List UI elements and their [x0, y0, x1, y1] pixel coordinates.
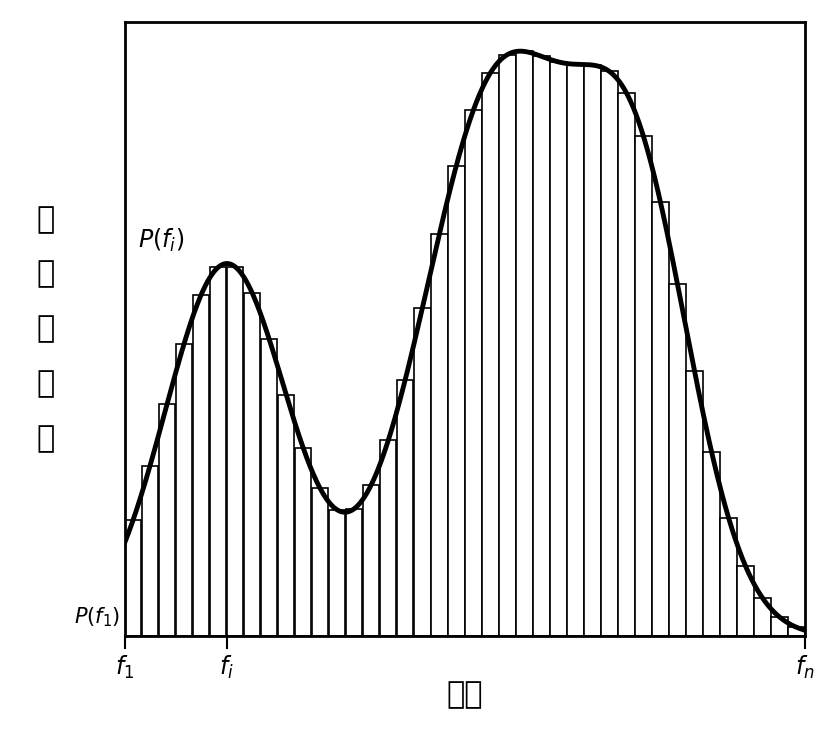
Bar: [295, 448, 311, 636]
Bar: [329, 510, 345, 636]
Bar: [227, 267, 243, 636]
Bar: [414, 308, 431, 636]
Text: $f_n$: $f_n$: [795, 654, 815, 681]
Bar: [261, 339, 277, 636]
Bar: [703, 452, 720, 636]
Bar: [448, 166, 465, 636]
Bar: [567, 64, 583, 636]
Bar: [618, 93, 635, 636]
Bar: [635, 136, 652, 636]
Bar: [686, 371, 703, 636]
Bar: [720, 518, 737, 636]
Bar: [210, 268, 227, 636]
Text: $f_i$: $f_i$: [219, 654, 234, 681]
Bar: [142, 466, 159, 636]
Text: 谱: 谱: [37, 424, 55, 453]
Bar: [193, 295, 209, 636]
Bar: [788, 627, 805, 636]
Bar: [669, 284, 686, 636]
Bar: [431, 235, 447, 636]
Bar: [754, 598, 771, 636]
Bar: [380, 441, 397, 636]
Text: 兹: 兹: [37, 314, 55, 344]
Bar: [516, 51, 533, 636]
Text: 太: 太: [37, 205, 55, 234]
Bar: [176, 344, 193, 636]
Bar: [584, 65, 601, 636]
Text: 赫: 赫: [37, 260, 55, 289]
Bar: [124, 520, 141, 636]
Bar: [465, 110, 481, 636]
Text: $P(f_1)$: $P(f_1)$: [74, 605, 120, 629]
Bar: [533, 56, 549, 636]
Bar: [652, 202, 669, 636]
Bar: [278, 395, 295, 636]
Bar: [397, 379, 413, 636]
Bar: [550, 62, 567, 636]
Bar: [771, 617, 788, 636]
Text: 波: 波: [37, 369, 55, 398]
Bar: [499, 55, 515, 636]
Bar: [312, 488, 329, 636]
Bar: [482, 73, 499, 636]
Bar: [601, 72, 618, 636]
Bar: [737, 566, 754, 636]
Bar: [244, 293, 261, 636]
Text: 频率: 频率: [447, 680, 483, 709]
Text: $P(f_i)$: $P(f_i)$: [138, 227, 184, 254]
Bar: [363, 485, 379, 636]
Bar: [159, 404, 175, 636]
Text: $f_1$: $f_1$: [115, 654, 134, 681]
Bar: [346, 509, 363, 636]
